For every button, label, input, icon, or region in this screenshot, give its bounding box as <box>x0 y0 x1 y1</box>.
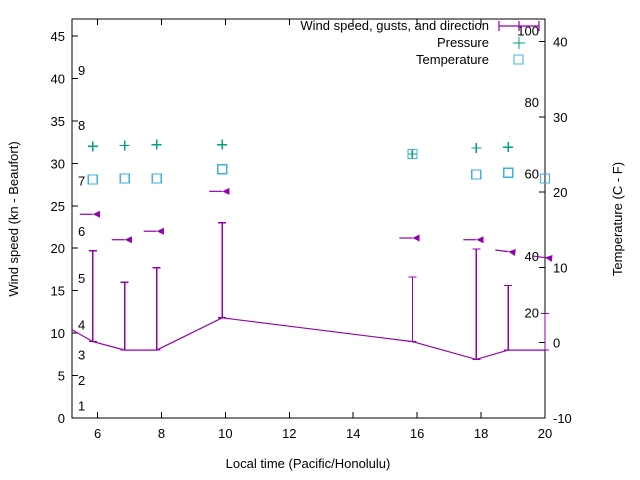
legend-marker-temperature <box>513 54 524 65</box>
y-tick-label: 5 <box>58 369 65 384</box>
wind-speed-line <box>71 317 545 361</box>
y2-tick-label: 20 <box>553 185 567 200</box>
temperature-marker <box>471 169 482 180</box>
pressure-marker <box>119 140 130 151</box>
beaufort-label: 9 <box>78 63 85 78</box>
pressure-marker <box>503 142 514 153</box>
x-tick-label: 12 <box>282 426 296 441</box>
y2-tick-label: 0 <box>553 336 560 351</box>
pressure-marker <box>471 143 482 154</box>
y2-tick-label: 10 <box>553 260 567 275</box>
beaufort-label: 8 <box>78 118 85 133</box>
wind-direction-arrows <box>79 187 553 262</box>
temperature-marker <box>87 174 98 185</box>
fahrenheit-scale-labels: 20 40 60 80 100 <box>517 23 539 320</box>
legend-marker-wind <box>498 21 540 31</box>
legend-label-wind: Wind speed, gusts, and direction <box>300 18 489 33</box>
temperature-marker <box>407 148 418 160</box>
wind-direction-arrow <box>495 249 516 256</box>
wind-direction-arrow <box>79 210 100 218</box>
temperature-series <box>87 148 551 185</box>
wind-direction-arrow <box>143 227 164 235</box>
wind-direction-arrow <box>209 187 230 195</box>
fahrenheit-label: 20 <box>525 306 539 321</box>
x-tick-label: 8 <box>158 426 165 441</box>
legend-marker-pressure <box>513 37 525 49</box>
y-tick-label: 20 <box>51 241 65 256</box>
x-tick-label: 20 <box>538 426 552 441</box>
legend-label-pressure: Pressure <box>437 35 489 50</box>
y-tick-label: 0 <box>58 411 65 426</box>
temperature-marker <box>539 173 551 184</box>
x-axis-ticks: 6 8 10 12 14 16 18 20 <box>94 19 552 441</box>
y-axis-ticks: 0 5 10 15 20 25 30 35 40 45 <box>51 29 78 426</box>
fahrenheit-label: 100 <box>517 23 539 38</box>
y-tick-label: 30 <box>51 156 65 171</box>
y-tick-label: 35 <box>51 114 65 129</box>
pressure-series <box>87 139 514 159</box>
pressure-marker <box>217 139 228 150</box>
y-tick-label: 15 <box>51 284 65 299</box>
y-tick-label: 10 <box>51 326 65 341</box>
fahrenheit-label: 40 <box>525 249 539 264</box>
beaufort-scale-labels: 1 2 3 4 5 6 7 8 9 <box>78 63 85 413</box>
beaufort-label: 5 <box>78 271 85 286</box>
y-tick-label: 45 <box>51 29 65 44</box>
legend-label-temperature: Temperature <box>416 52 489 67</box>
pressure-marker <box>87 141 98 152</box>
wind-speed-series <box>71 317 545 361</box>
y2-axis-title: Temperature (C - F) <box>610 162 625 276</box>
x-axis-title: Local time (Pacific/Honolulu) <box>226 456 391 471</box>
plot-frame <box>71 18 546 419</box>
wind-direction-arrow <box>399 234 420 242</box>
y2-tick-label: -10 <box>553 411 572 426</box>
pressure-marker <box>407 148 418 159</box>
temperature-marker <box>503 167 514 178</box>
wind-direction-arrow <box>463 236 484 244</box>
pressure-marker <box>151 139 162 150</box>
wind-direction-arrow <box>532 254 553 262</box>
x-tick-label: 18 <box>474 426 488 441</box>
chart-legend: Wind speed, gusts, and direction Pressur… <box>300 18 540 67</box>
y2-tick-label: 40 <box>553 35 567 50</box>
beaufort-label: 1 <box>78 398 85 413</box>
fahrenheit-label: 80 <box>525 95 539 110</box>
y2-axis-ticks: -10 0 10 20 30 40 <box>539 35 572 426</box>
x-tick-label: 16 <box>410 426 424 441</box>
x-tick-label: 10 <box>218 426 232 441</box>
beaufort-label: 2 <box>78 373 85 388</box>
wind-direction-arrow <box>111 236 132 244</box>
y2-tick-label: 30 <box>553 110 567 125</box>
y-axis-title: Wind speed (kn - Beaufort) <box>6 141 21 296</box>
beaufort-label: 4 <box>78 318 85 333</box>
beaufort-label: 6 <box>78 224 85 239</box>
x-tick-label: 6 <box>94 426 101 441</box>
y-tick-label: 25 <box>51 199 65 214</box>
y-tick-label: 40 <box>51 71 65 86</box>
fahrenheit-label: 60 <box>525 166 539 181</box>
gust-bars <box>88 222 549 361</box>
temperature-marker <box>151 173 162 184</box>
temperature-marker <box>119 173 130 184</box>
beaufort-label: 3 <box>78 347 85 362</box>
x-tick-label: 14 <box>346 426 360 441</box>
temperature-marker <box>217 164 228 175</box>
beaufort-label: 7 <box>78 173 85 188</box>
